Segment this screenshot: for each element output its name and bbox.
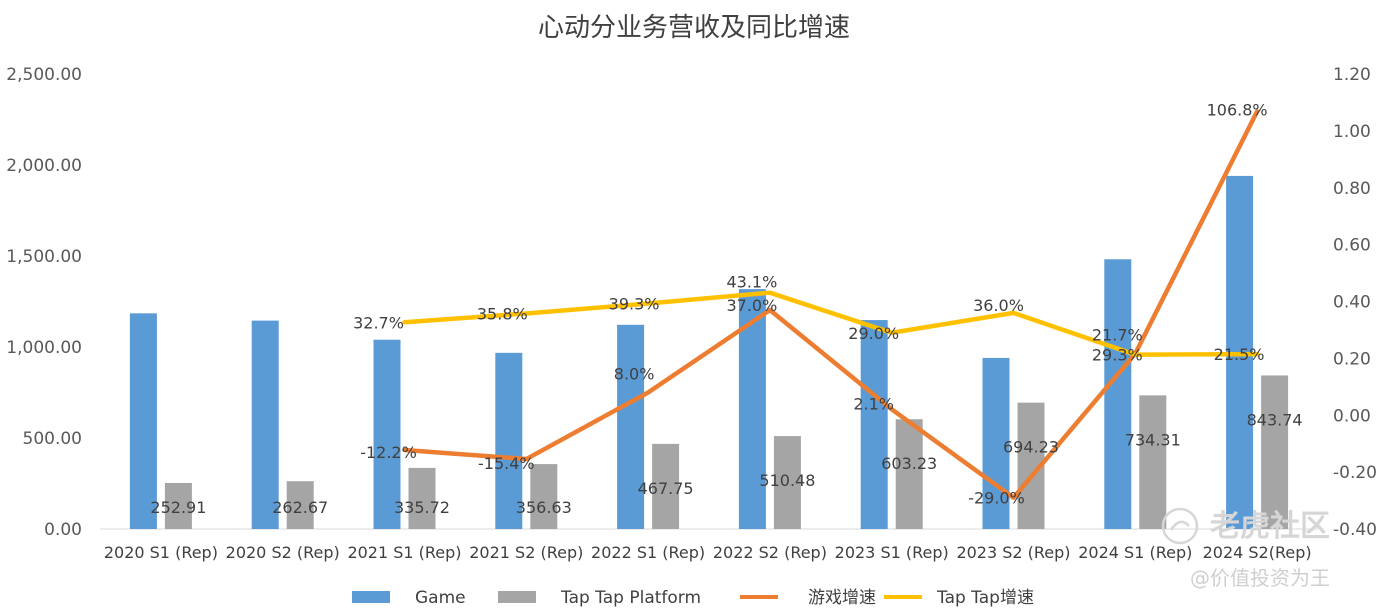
right-axis: -0.40 -0.20 0.00 0.20 0.40 0.60 0.80 1.00 1.20 <box>1333 65 1377 540</box>
bar-taptap <box>1261 375 1289 529</box>
bar-game <box>251 320 279 529</box>
bar-game <box>617 324 645 529</box>
right-tick-label: 1.00 <box>1333 122 1371 142</box>
label-taptap-growth: 36.0% <box>973 296 1024 315</box>
lines <box>402 109 1260 500</box>
chart-title: 心动分业务营收及同比增速 <box>538 13 850 43</box>
label-taptap-growth: 43.1% <box>726 273 777 292</box>
bar-game <box>373 339 401 529</box>
right-tick-label: 0.20 <box>1333 349 1371 369</box>
category-label: 2022 S1 (Rep) <box>591 543 705 562</box>
label-taptap-growth: 29.3% <box>1092 346 1143 365</box>
legend-swatch-taptap <box>498 591 536 603</box>
watermark: 老虎社区 @价值投资为王 <box>1161 507 1330 590</box>
left-tick-label: 1,500.00 <box>6 247 82 267</box>
category-label: 2020 S2 (Rep) <box>226 543 340 562</box>
left-tick-label: 0.00 <box>44 520 82 540</box>
bar-taptap <box>408 467 436 529</box>
watermark-logo-icon <box>1161 507 1199 545</box>
bar-taptap <box>1139 395 1167 529</box>
label-game-growth: 106.8% <box>1207 101 1268 120</box>
legend-label-taptap: Tap Tap Platform <box>560 588 701 608</box>
bar-taptap <box>773 436 801 529</box>
category-label: 2024 S2(Rep) <box>1203 543 1312 562</box>
label-taptap-growth: 29.0% <box>848 324 899 343</box>
category-labels: 2020 S1 (Rep) 2020 S2 (Rep) 2021 S1 (Rep) 2… <box>104 543 1312 562</box>
bar-game <box>495 352 523 529</box>
left-tick-label: 1,000.00 <box>6 338 82 358</box>
legend-label-taptap-growth: Tap Tap增速 <box>936 588 1034 608</box>
legend-swatch-game <box>352 591 390 603</box>
line-game-growth <box>402 109 1260 500</box>
right-tick-label: 0.80 <box>1333 179 1371 199</box>
label-taptap: 467.75 <box>638 479 694 498</box>
bar-game <box>129 313 157 529</box>
label-game-growth: -29.0% <box>968 489 1025 508</box>
right-tick-label: 0.60 <box>1333 236 1371 256</box>
category-label: 2021 S2 (Rep) <box>469 543 583 562</box>
category-label: 2023 S2 (Rep) <box>956 543 1070 562</box>
label-taptap: 262.67 <box>272 498 328 517</box>
label-taptap: 603.23 <box>881 454 937 473</box>
label-taptap: 356.63 <box>516 498 572 517</box>
label-taptap-growth: 21.5% <box>1214 345 1265 364</box>
right-tick-label: -0.40 <box>1333 520 1377 540</box>
label-taptap: 510.48 <box>759 471 815 490</box>
label-game-growth: -15.4% <box>478 454 535 473</box>
left-tick-label: 2,500.00 <box>6 65 82 85</box>
label-game-growth: -12.2% <box>360 443 417 462</box>
right-tick-label: 0.40 <box>1333 293 1371 313</box>
label-taptap: 843.74 <box>1247 410 1303 429</box>
label-game-growth: 21.7% <box>1092 326 1143 345</box>
label-game-growth: 37.0% <box>726 296 777 315</box>
bar-game <box>982 357 1010 529</box>
label-taptap: 252.91 <box>150 498 206 517</box>
category-label: 2022 S2 (Rep) <box>713 543 827 562</box>
label-taptap-growth: 39.3% <box>609 294 660 313</box>
right-tick-label: 1.20 <box>1333 65 1371 85</box>
label-game-growth: 2.1% <box>853 394 894 413</box>
watermark-logo-mark <box>1169 520 1190 531</box>
bar-taptap <box>286 481 314 529</box>
label-taptap-growth: 35.8% <box>477 304 528 323</box>
bar-taptap <box>530 464 558 529</box>
watermark-author: @价值投资为王 <box>1190 566 1330 590</box>
label-taptap: 694.23 <box>1003 438 1059 457</box>
category-label: 2020 S1 (Rep) <box>104 543 218 562</box>
bar-taptap <box>652 443 680 529</box>
bar-game <box>738 289 766 529</box>
right-tick-label: -0.20 <box>1333 463 1377 483</box>
line-taptap-growth <box>402 290 1260 357</box>
category-label: 2023 S1 (Rep) <box>835 543 949 562</box>
bar-game <box>860 320 888 529</box>
bars <box>129 175 1289 530</box>
left-tick-label: 2,000.00 <box>6 156 82 176</box>
legend: Game Tap Tap Platform 游戏增速 Tap Tap增速 <box>352 588 1034 608</box>
right-tick-label: 0.00 <box>1333 406 1371 426</box>
left-axis: 0.00 500.00 1,000.00 1,500.00 2,000.00 2,500.… <box>6 65 82 540</box>
watermark-brand: 老虎社区 <box>1210 509 1330 544</box>
label-taptap: 734.31 <box>1125 430 1181 449</box>
left-tick-label: 500.00 <box>23 429 82 449</box>
category-label: 2024 S1 (Rep) <box>1078 543 1192 562</box>
bar-game <box>1104 259 1132 529</box>
legend-label-game: Game <box>415 588 466 608</box>
label-game-growth: 8.0% <box>614 365 655 384</box>
data-labels: 252.91 262.67 335.72 356.63 467.75 510.48 603.… <box>150 101 1302 517</box>
label-taptap: 335.72 <box>394 498 450 517</box>
bar-taptap <box>164 482 192 529</box>
legend-label-game-growth: 游戏增速 <box>808 588 876 608</box>
category-label: 2021 S1 (Rep) <box>347 543 461 562</box>
bar-taptap <box>895 419 923 529</box>
label-taptap-growth: 32.7% <box>353 313 404 332</box>
